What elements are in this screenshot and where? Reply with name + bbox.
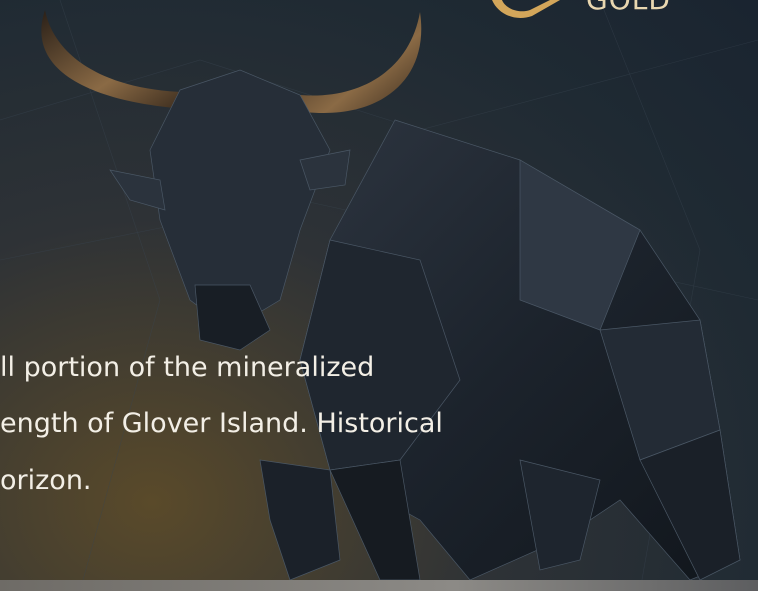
logo-mark xyxy=(492,0,560,18)
bottom-strip xyxy=(0,580,758,591)
hero-text: ength of Glover Island. Historical xyxy=(0,410,443,437)
hero-text: ll portion of the mineralized xyxy=(0,354,374,381)
page: GOLD ll portion of the mineralized ength… xyxy=(0,0,758,591)
bull xyxy=(110,70,740,580)
hero-text: orizon. xyxy=(0,467,92,494)
logo-text: GOLD xyxy=(586,0,671,16)
horn-left xyxy=(41,10,185,108)
horn-right xyxy=(300,12,421,113)
hero-image xyxy=(0,0,758,591)
